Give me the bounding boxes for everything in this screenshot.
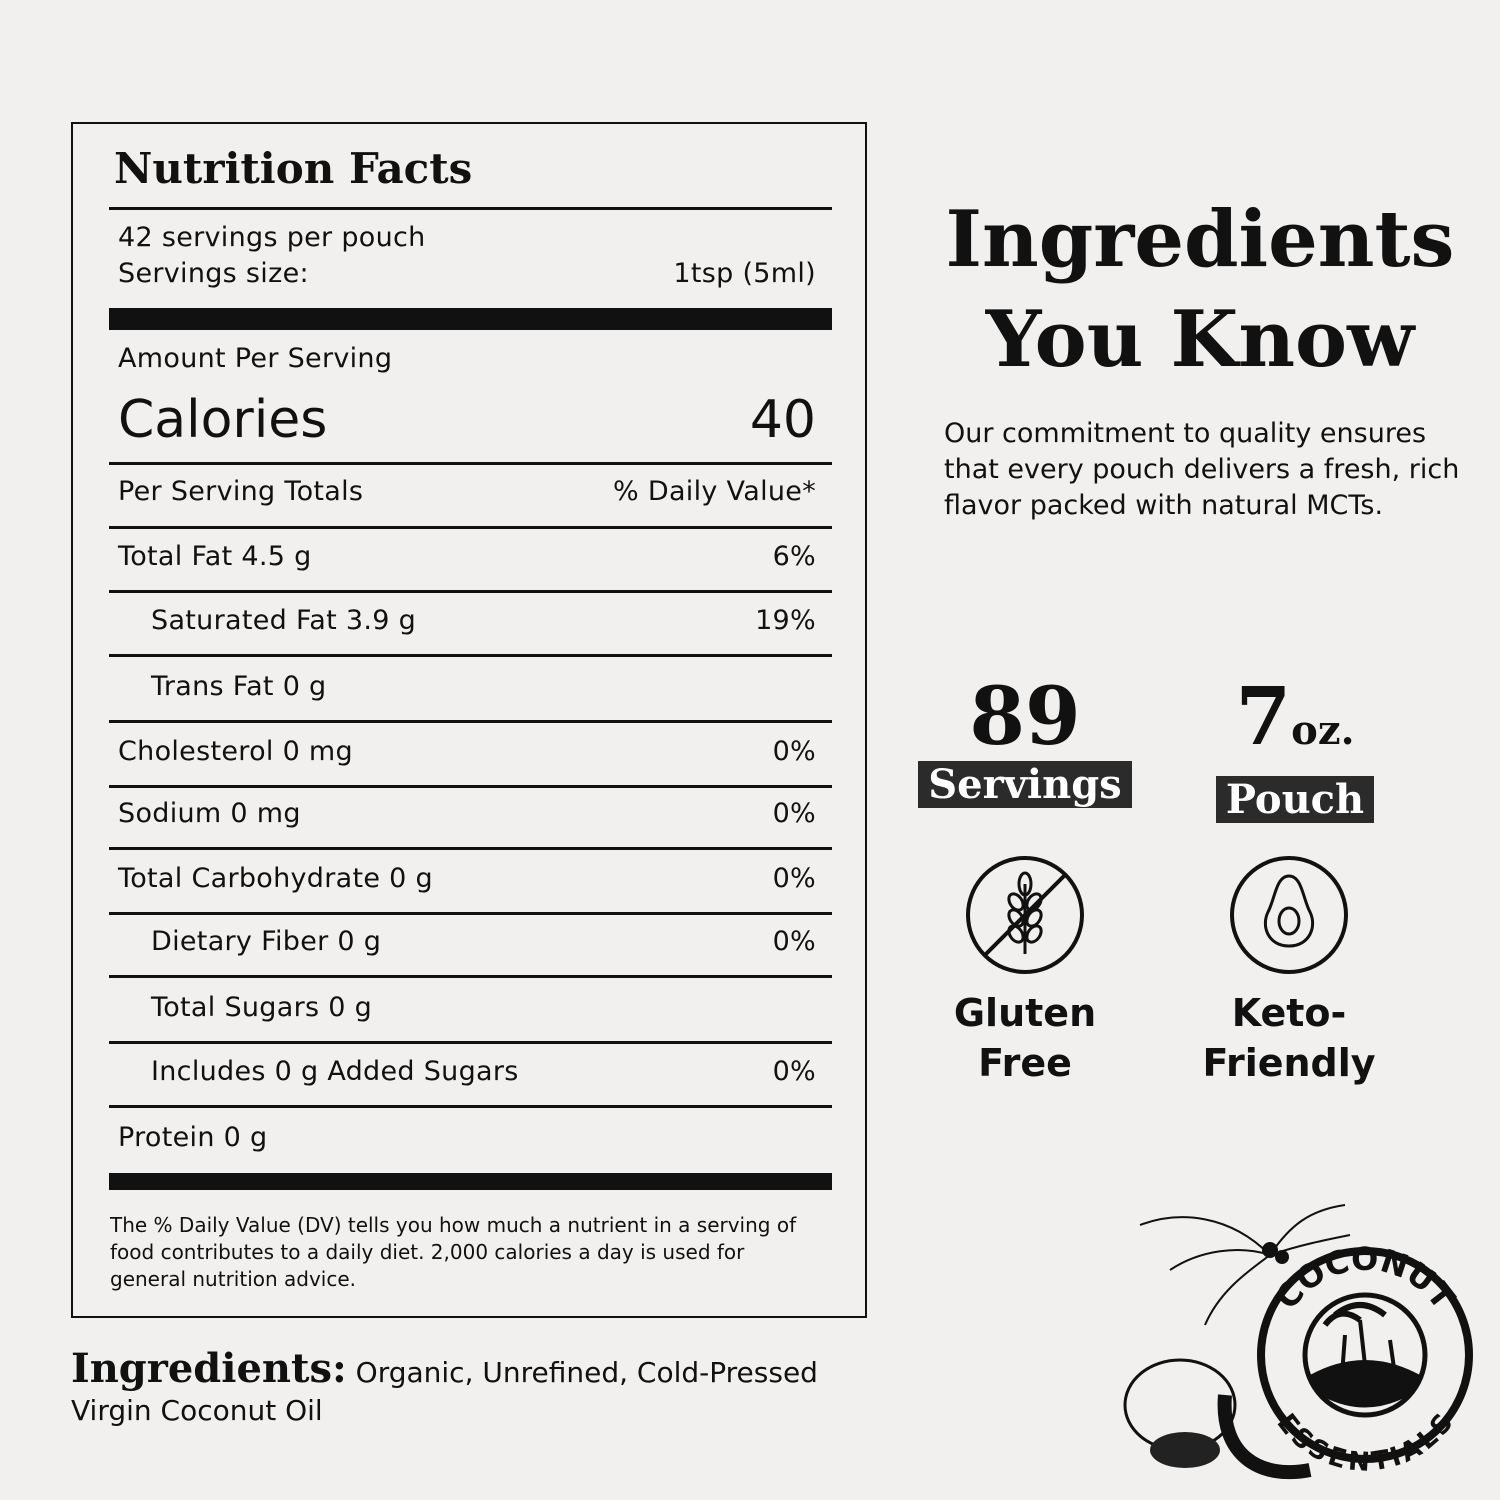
footnote: The % Daily Value (DV) tells you how muc… [110,1213,797,1291]
nutrient-label: Saturated Fat 3.9 g [151,605,417,636]
divider [109,785,832,788]
servings-per-container: 42 servings per pouch [118,222,426,253]
nutrient-label: Sodium 0 mg [118,798,301,829]
ingredients-label: Ingredients: [71,1345,347,1392]
ingredients-text: Organic, Unrefined, Cold-Pressed [355,1356,818,1389]
heading-line-1: Ingredients [945,194,1455,285]
nutrient-daily-value: 0% [772,1056,816,1087]
divider [109,1041,832,1044]
divider [109,462,832,465]
divider [109,1105,832,1108]
nutrient-daily-value: 0% [772,798,816,829]
nutrient-label: Protein 0 g [118,1122,268,1153]
calories-label: Calories [118,390,328,450]
gluten-free-wheat-icon [966,856,1084,974]
serving-size-label: Servings size: [118,258,309,289]
divider [109,654,832,657]
divider [109,975,832,978]
divider [109,207,832,210]
per-serving-totals: Per Serving Totals [118,476,364,507]
nutrient-label: Total Sugars 0 g [151,992,373,1023]
nutrient-label: Includes 0 g Added Sugars [151,1056,519,1087]
divider [109,847,832,850]
nutrient-daily-value: 6% [772,541,816,572]
calories-value: 40 [749,390,816,450]
stat-value: 7 [1235,669,1292,763]
nutrient-label: Dietary Fiber 0 g [151,926,382,957]
feature-label: Gluten [953,991,1097,1035]
nutrient-label: Cholesterol 0 mg [118,736,353,767]
nutrient-label: Trans Fat 0 g [151,671,327,702]
stat-badge: Servings [918,761,1132,808]
stat-unit: oz. [1291,707,1355,754]
nutrient-label: Total Fat 4.5 g [118,541,312,572]
ingredients-list: Ingredients: Organic, Unrefined, Cold-Pr… [71,1349,871,1430]
amount-per-serving: Amount Per Serving [118,343,393,374]
stat-value: 89 [969,669,1081,763]
divider [109,526,832,529]
ingredients-text-2: Virgin Coconut Oil [71,1394,323,1427]
feature-label: Free [978,1041,1072,1085]
nutrient-daily-value: 0% [772,926,816,957]
feature-gluten-free: Gluten Free [895,988,1155,1088]
daily-value-header: % Daily Value* [613,476,816,507]
divider [109,912,832,915]
heading-line-2: You Know [985,294,1415,385]
nutrient-label: Total Carbohydrate 0 g [118,863,433,894]
nutrient-daily-value: 19% [755,605,816,636]
stat-pouch: 7oz. Pouch [1165,670,1425,823]
feature-label: Keto- [1231,991,1347,1035]
coconut-essentials-logo: COCONUT ESSENTIALS [1123,1204,1473,1480]
avocado-keto-icon [1230,856,1348,974]
divider [109,720,832,723]
nutrition-title: Nutrition Facts [114,144,473,193]
page-heading: Ingredients You Know [930,190,1470,390]
nutrient-daily-value: 0% [772,863,816,894]
description: Our commitment to quality ensures that e… [944,418,1460,521]
thick-divider [109,308,832,330]
feature-keto-friendly: Keto- Friendly [1159,988,1419,1088]
serving-size-value: 1tsp (5ml) [673,258,816,289]
feature-label: Friendly [1202,1041,1376,1085]
stat-badge: Pouch [1215,776,1375,823]
stat-servings: 89 Servings [895,670,1155,808]
thick-divider [109,1173,832,1190]
nutrition-facts-panel [71,122,867,1318]
nutrient-daily-value: 0% [772,736,816,767]
divider [109,590,832,593]
